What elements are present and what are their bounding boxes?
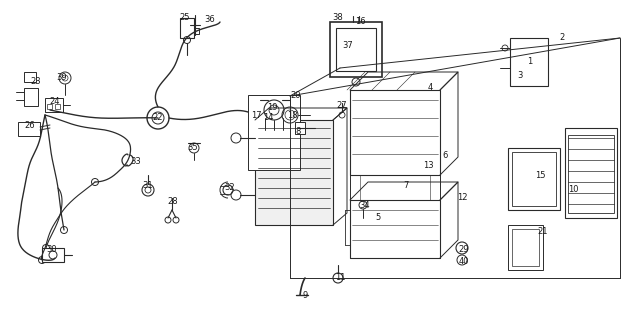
Bar <box>255 120 333 225</box>
Text: 17: 17 <box>251 111 261 119</box>
Text: 6: 6 <box>442 150 448 160</box>
Text: 34: 34 <box>360 200 371 210</box>
Text: 32: 32 <box>225 184 236 192</box>
Bar <box>512 152 556 206</box>
Bar <box>295 122 305 134</box>
Text: 7: 7 <box>403 180 409 190</box>
Bar <box>568 135 614 213</box>
Text: 35: 35 <box>188 143 198 153</box>
Text: 29: 29 <box>459 246 469 254</box>
Text: 38: 38 <box>333 14 344 22</box>
Text: 1: 1 <box>527 58 532 66</box>
Text: 11: 11 <box>335 274 345 283</box>
Text: 14: 14 <box>263 113 273 123</box>
Bar <box>42 248 64 262</box>
Text: 3: 3 <box>517 70 523 80</box>
Text: 8: 8 <box>295 126 301 136</box>
Text: 4: 4 <box>428 83 433 93</box>
Text: 10: 10 <box>568 185 579 195</box>
Text: 19: 19 <box>267 104 277 112</box>
Text: 5: 5 <box>376 214 381 222</box>
Text: 30: 30 <box>47 246 58 254</box>
Bar <box>45 98 63 112</box>
Text: 9: 9 <box>302 290 308 300</box>
Text: 21: 21 <box>538 228 548 236</box>
Text: 37: 37 <box>342 40 353 50</box>
Bar <box>508 148 560 210</box>
Text: 40: 40 <box>459 258 469 266</box>
Text: 36: 36 <box>205 15 216 25</box>
Text: 2: 2 <box>559 33 564 42</box>
Bar <box>180 18 194 38</box>
Bar <box>330 22 382 77</box>
Text: 18: 18 <box>287 111 298 119</box>
Bar <box>24 72 36 82</box>
Text: 28: 28 <box>168 198 179 206</box>
Bar <box>191 28 199 34</box>
Bar <box>512 229 539 266</box>
Text: 24: 24 <box>50 98 60 106</box>
Text: 16: 16 <box>355 17 365 27</box>
Bar <box>55 104 60 109</box>
Bar <box>336 28 376 71</box>
Text: 12: 12 <box>457 193 467 203</box>
Text: 23: 23 <box>31 77 42 87</box>
Text: 15: 15 <box>535 171 545 179</box>
Text: 31: 31 <box>143 180 154 190</box>
Text: 20: 20 <box>291 92 301 100</box>
Bar <box>47 104 52 109</box>
Text: 27: 27 <box>337 100 348 110</box>
Text: 26: 26 <box>25 120 35 130</box>
Text: 22: 22 <box>153 113 163 123</box>
Bar <box>510 38 548 86</box>
Text: 39: 39 <box>57 74 67 82</box>
Bar <box>248 95 300 170</box>
Text: 25: 25 <box>180 14 190 22</box>
Text: 13: 13 <box>422 161 433 169</box>
Bar <box>18 122 40 136</box>
Bar <box>565 128 617 218</box>
Bar <box>24 88 38 106</box>
Bar <box>508 225 543 270</box>
Text: 33: 33 <box>131 157 141 167</box>
